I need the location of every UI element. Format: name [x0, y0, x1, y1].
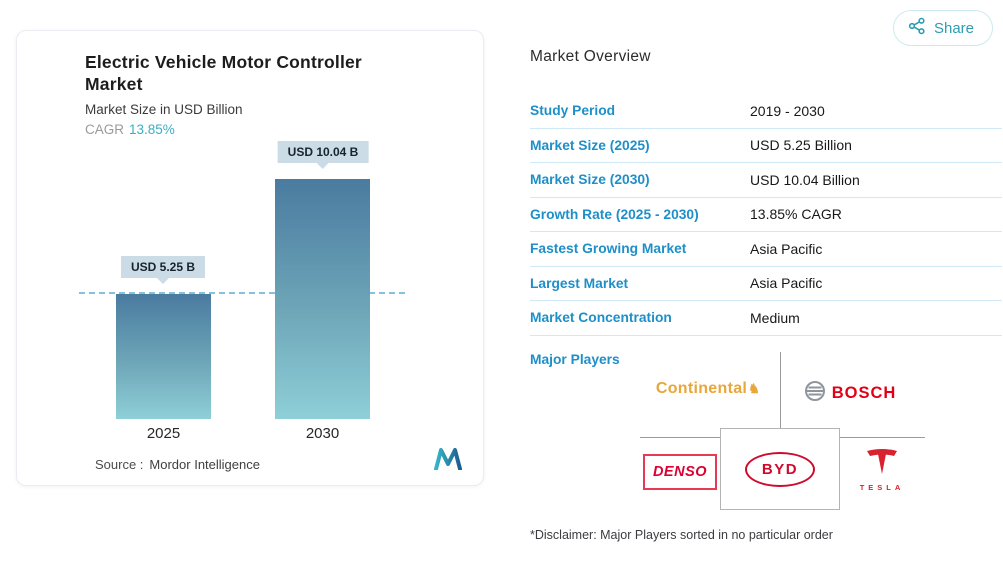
bar-value-text-2025: USD 5.25 B	[120, 256, 206, 278]
bar-value-text-2030: USD 10.04 B	[277, 141, 369, 163]
share-label: Share	[933, 19, 974, 37]
callout-arrow-icon	[157, 278, 169, 284]
denso-wordmark: DENSO	[652, 464, 708, 480]
row-value-study-period: 2019 - 2030	[750, 102, 825, 119]
bar-chart: USD 5.25 B USD 10.04 B 2025 2030	[77, 141, 427, 442]
table-row: Market Size (2030) USD 10.04 Billion	[530, 163, 1002, 198]
share-icon	[908, 17, 926, 39]
continental-wordmark: Continental	[655, 380, 748, 397]
row-value-market-concentration: Medium	[750, 309, 800, 326]
tesla-t-icon	[865, 449, 899, 480]
continental-horse-icon: ♞	[748, 381, 761, 396]
mordor-intelligence-logo	[433, 448, 463, 475]
source-value: Mordor Intelligence	[149, 457, 260, 472]
continental-logo: Continental♞	[642, 380, 774, 398]
row-value-market-size-2025: USD 5.25 Billion	[750, 137, 852, 154]
source-attribution: Source : Mordor Intelligence	[95, 457, 260, 472]
table-row: Market Size (2025) USD 5.25 Billion	[530, 129, 1002, 163]
row-value-growth-rate: 13.85% CAGR	[750, 206, 842, 223]
table-row: Largest Market Asia Pacific	[530, 267, 1002, 301]
table-row: Study Period 2019 - 2030	[530, 94, 1002, 129]
bar-2025	[116, 294, 211, 419]
tesla-logo: TESLA	[854, 448, 910, 492]
bar-value-callout-2025: USD 5.25 B	[120, 256, 206, 284]
connector-line-vertical	[780, 352, 781, 437]
row-label-market-concentration[interactable]: Market Concentration	[530, 310, 672, 326]
row-label-fastest-growing-market[interactable]: Fastest Growing Market	[530, 241, 687, 257]
bosch-logo: BOSCH	[782, 380, 918, 407]
row-label-market-size-2030[interactable]: Market Size (2030)	[530, 172, 650, 188]
share-button[interactable]: Share	[892, 10, 993, 46]
bar-2030	[275, 179, 370, 419]
row-label-market-size-2025[interactable]: Market Size (2025)	[530, 137, 650, 153]
bosch-armature-icon	[804, 380, 826, 407]
market-chart-card: Electric Vehicle Motor Controller Market…	[16, 30, 484, 486]
bar-value-callout-2030: USD 10.04 B	[277, 141, 369, 169]
chart-subtitle: Market Size in USD Billion	[85, 102, 243, 117]
row-value-largest-market: Asia Pacific	[750, 275, 823, 292]
byd-wordmark: BYD	[744, 451, 816, 487]
source-label: Source :	[95, 457, 144, 472]
table-row: Growth Rate (2025 - 2030) 13.85% CAGR	[530, 198, 1002, 232]
major-players-label: Major Players	[530, 352, 620, 367]
x-axis-label-2025: 2025	[146, 425, 181, 442]
x-axis-label-2030: 2030	[305, 425, 340, 442]
overview-table: Study Period 2019 - 2030 Market Size (20…	[530, 94, 1002, 336]
row-label-study-period[interactable]: Study Period	[530, 103, 616, 119]
overview-heading: Market Overview	[530, 48, 651, 65]
row-value-fastest-growing-market: Asia Pacific	[750, 240, 823, 257]
bosch-wordmark: BOSCH	[831, 384, 897, 402]
table-row: Fastest Growing Market Asia Pacific	[530, 232, 1002, 267]
row-label-growth-rate[interactable]: Growth Rate (2025 - 2030)	[530, 206, 699, 222]
cagr-value: 13.85%	[129, 122, 175, 137]
tesla-wordmark: TESLA	[859, 483, 905, 492]
row-label-largest-market[interactable]: Largest Market	[530, 275, 629, 291]
byd-logo: BYD	[720, 428, 840, 510]
cagr-line: CAGR 13.85%	[85, 122, 175, 137]
disclaimer-text: *Disclaimer: Major Players sorted in no …	[530, 528, 833, 542]
reference-dashed-line	[79, 292, 405, 294]
callout-arrow-icon	[316, 163, 329, 169]
cagr-label: CAGR	[85, 122, 125, 137]
table-row: Market Concentration Medium	[530, 301, 1002, 336]
major-players-diagram: Continental♞ BOSCH BYD DENSO	[530, 352, 1002, 522]
denso-logo: DENSO	[643, 454, 717, 490]
chart-title: Electric Vehicle Motor Controller Market	[85, 52, 362, 95]
row-value-market-size-2030: USD 10.04 Billion	[750, 171, 860, 188]
